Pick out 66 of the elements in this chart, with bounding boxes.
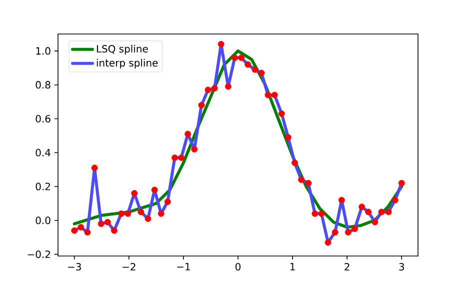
point: [318, 210, 325, 217]
point: [131, 190, 138, 196]
x-tick-label: 3: [399, 263, 404, 271]
point: [305, 180, 312, 186]
point: [198, 102, 205, 108]
point: [352, 226, 358, 232]
point: [138, 208, 144, 216]
point: [284, 134, 292, 141]
point: [232, 54, 238, 61]
point: [204, 86, 212, 94]
point: [298, 176, 304, 183]
point: [344, 229, 352, 236]
point: [71, 227, 78, 234]
point: [372, 218, 378, 226]
point: [358, 204, 366, 210]
x-tick-label: −3: [68, 263, 81, 271]
point: [338, 196, 345, 204]
point: [392, 196, 398, 204]
point: [144, 216, 152, 222]
point: [385, 208, 392, 216]
point: [252, 66, 258, 73]
point: [312, 210, 318, 217]
point: [324, 239, 332, 246]
y-tick-label: −0.2: [28, 250, 50, 258]
point: [124, 210, 132, 217]
point: [158, 210, 164, 217]
point: [238, 54, 244, 61]
point: [258, 70, 265, 76]
point: [218, 40, 224, 48]
point: [172, 154, 178, 161]
point: [264, 92, 272, 98]
y-tick-label: 0.4: [36, 148, 50, 156]
point: [398, 180, 405, 186]
x-tick-label: −1: [177, 263, 190, 270]
x-tick-label: 1: [290, 263, 295, 270]
y-tick-label: 0.8: [36, 81, 50, 89]
point: [98, 220, 104, 227]
point: [164, 198, 171, 205]
point: [211, 85, 218, 92]
point: [178, 154, 184, 161]
point: [332, 229, 338, 236]
y-tick-label: 0.2: [36, 182, 50, 190]
point: [271, 92, 278, 98]
legend-label: LSQ spline: [96, 44, 148, 54]
point: [244, 61, 252, 68]
point: [84, 229, 91, 236]
y-tick-label: 0.6: [36, 114, 50, 122]
x-tick-label: −2: [122, 263, 136, 270]
y-tick-label: 0.0: [36, 216, 50, 224]
point: [292, 160, 298, 166]
y-tick-label: 1.0: [36, 47, 50, 55]
point: [365, 208, 372, 216]
point: [91, 164, 98, 172]
legend-label: interp spline: [96, 58, 158, 69]
x-tick-label: 2: [344, 263, 350, 270]
point: [224, 83, 232, 90]
point: [151, 186, 158, 194]
x-tick-label: 0: [235, 263, 241, 271]
point: [104, 218, 111, 226]
point: [118, 210, 124, 217]
point: [378, 208, 385, 216]
point: [278, 110, 285, 117]
point: [184, 130, 192, 138]
point: [110, 227, 118, 234]
point: [191, 146, 198, 152]
point: [78, 224, 84, 230]
